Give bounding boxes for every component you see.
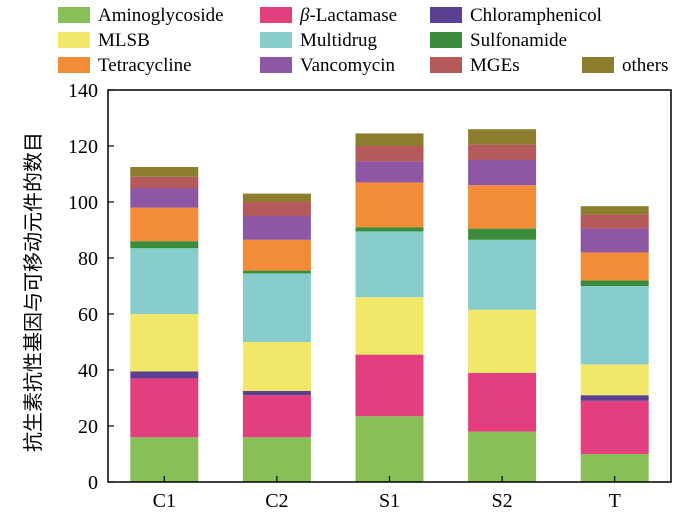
bar-c2-mlsb — [242, 342, 311, 391]
bar-c1-others — [130, 167, 199, 177]
bar-c2-mges — [242, 202, 311, 216]
bar-s1-mges — [355, 146, 424, 162]
x-tick-label-s2: S2 — [492, 490, 513, 512]
bar-s2-mges — [468, 144, 537, 160]
bar-s1-beta-lactamase — [355, 354, 424, 417]
bar-c1-tetracycline — [130, 207, 199, 242]
x-tick-label-t: T — [609, 490, 621, 512]
y-tick-label-40: 40 — [78, 360, 98, 382]
legend-label-multidrug: Multidrug — [300, 30, 378, 51]
bar-s2-multidrug — [468, 239, 537, 310]
bar-t-others — [580, 206, 649, 215]
x-tick-label-s1: S1 — [379, 490, 400, 512]
bar-c2-tetracycline — [242, 239, 311, 271]
bar-s1-others — [355, 133, 424, 146]
plot-area: 0 20 40 60 80 100 120 140 C1 C2 S1 S2 T — [68, 80, 672, 512]
legend-swatch-beta-lactamase — [260, 7, 292, 23]
y-axis-label: 抗生素抗性基因与可移动元件的数目 — [22, 132, 45, 452]
legend: Aminoglycoside β-Lactamase Chloramphenicol… — [58, 5, 668, 76]
bar-c2-vancomycin — [242, 216, 311, 240]
legend-swatch-mlsb — [58, 32, 90, 48]
bar-t-vancomycin — [580, 228, 649, 253]
bar-s2-vancomycin — [468, 160, 537, 186]
bars — [130, 129, 649, 482]
y-tick-label-60: 60 — [78, 304, 98, 326]
bar-t-beta-lactamase — [580, 400, 649, 454]
bar-s2-mlsb — [468, 309, 537, 373]
x-tick-label-c1: C1 — [153, 490, 176, 512]
legend-swatch-tetracycline — [58, 57, 90, 73]
bar-s2-others — [468, 129, 537, 145]
y-tick-label-20: 20 — [78, 416, 98, 438]
bar-s1-aminoglycoside — [355, 416, 424, 482]
legend-swatch-vancomycin — [260, 57, 292, 73]
legend-label-others: others — [622, 55, 668, 76]
bar-t-mlsb — [580, 364, 649, 396]
legend-label-mges: MGEs — [470, 55, 520, 76]
y-tick-label-0: 0 — [88, 472, 98, 494]
bar-t-sulfonamide — [580, 280, 649, 286]
legend-label-mlsb: MLSB — [98, 30, 150, 51]
bar-s2-tetracycline — [468, 185, 537, 229]
bar-c1-mlsb — [130, 314, 199, 372]
legend-label-vancomycin: Vancomycin — [300, 55, 395, 76]
bar-c1-multidrug — [130, 248, 199, 314]
bar-s1-vancomycin — [355, 161, 424, 183]
bar-c1-sulfonamide — [130, 241, 199, 249]
bar-s1-tetracycline — [355, 182, 424, 228]
bar-s2-beta-lactamase — [468, 372, 537, 432]
x-tick-label-c2: C2 — [265, 490, 288, 512]
legend-label-sulfonamide: Sulfonamide — [470, 30, 567, 51]
bar-t-mges — [580, 214, 649, 229]
bar-c1-mges — [130, 176, 199, 188]
legend-swatch-others — [582, 57, 614, 73]
legend-swatch-multidrug — [260, 32, 292, 48]
bar-c2-chloramphenicol — [242, 391, 311, 396]
bar-c1-aminoglycoside — [130, 437, 199, 482]
bar-c2-multidrug — [242, 273, 311, 342]
bar-s1-mlsb — [355, 297, 424, 355]
legend-label-chloramphenicol: Chloramphenicol — [470, 5, 602, 26]
bar-t-multidrug — [580, 286, 649, 365]
bar-s2-sulfonamide — [468, 228, 537, 240]
bar-c2-sulfonamide — [242, 270, 311, 274]
bar-s1-sulfonamide — [355, 227, 424, 232]
bar-c1-beta-lactamase — [130, 378, 199, 438]
bar-c2-others — [242, 193, 311, 202]
bar-c1-chloramphenicol — [130, 371, 199, 379]
bar-c2-beta-lactamase — [242, 395, 311, 438]
y-tick-label-80: 80 — [78, 248, 98, 270]
axes: 0 20 40 60 80 100 120 140 C1 C2 S1 S2 T — [68, 80, 672, 512]
legend-swatch-mges — [430, 57, 462, 73]
bar-s1-multidrug — [355, 231, 424, 298]
bar-c2-aminoglycoside — [242, 437, 311, 482]
legend-label-beta-lactamase: β-Lactamase — [299, 5, 397, 26]
bar-c1-vancomycin — [130, 188, 199, 208]
legend-swatch-sulfonamide — [430, 32, 462, 48]
legend-swatch-chloramphenicol — [430, 7, 462, 23]
legend-label-aminoglycoside: Aminoglycoside — [98, 5, 224, 26]
y-tick-label-120: 120 — [68, 136, 98, 158]
legend-swatch-aminoglycoside — [58, 7, 90, 23]
bar-t-tetracycline — [580, 252, 649, 281]
bar-s2-aminoglycoside — [468, 431, 537, 482]
bar-t-chloramphenicol — [580, 395, 649, 401]
legend-label-tetracycline: Tetracycline — [98, 55, 192, 76]
y-tick-label-140: 140 — [68, 80, 98, 102]
y-tick-label-100: 100 — [68, 192, 98, 214]
